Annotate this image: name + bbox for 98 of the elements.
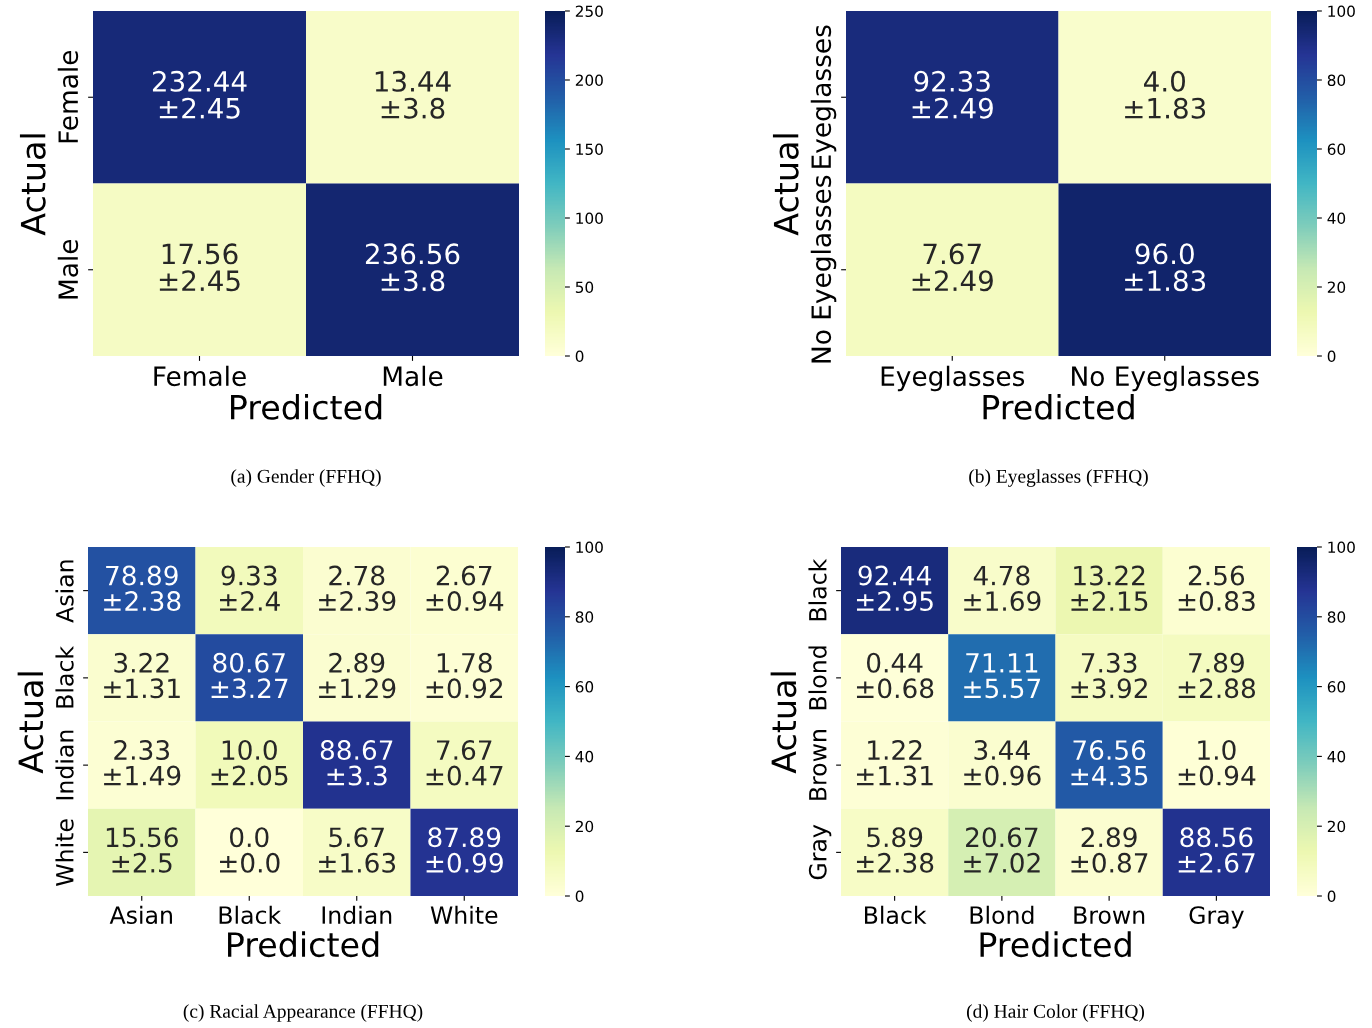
data-label: 76.56 ±4.35: [1071, 740, 1148, 786]
data-label: 0.44 ±0.68: [856, 652, 934, 699]
color-bar-label: 0: [1327, 890, 1336, 903]
data-label: 17.56 ±2.45: [159, 243, 240, 292]
data-label: 3.22 ±1.31: [104, 652, 180, 699]
data-label: 4.78 ±1.69: [964, 565, 1041, 612]
x-tick-label: Black: [865, 905, 927, 924]
color-bar-label: 40: [1327, 212, 1346, 225]
data-label: 7.67 ±0.47: [426, 740, 503, 786]
y-tick-label: Blond: [808, 646, 827, 710]
data-label: 10.0 ±2.05: [211, 740, 288, 786]
data-label: 5.67 ±1.63: [319, 827, 396, 873]
y-axis-title: Actual: [17, 672, 44, 774]
color-bar-label: 100: [1328, 541, 1355, 554]
y-tick-label: Black: [808, 558, 827, 621]
color-bar-label: 150: [576, 143, 603, 156]
data-label: 87.89 ±0.99: [426, 827, 503, 873]
text: (b) Eyeglasses (FFHQ): [969, 469, 1148, 487]
x-axis-title: Predicted: [231, 394, 382, 420]
color-bar-label: 60: [575, 681, 594, 693]
data-label: 20.67 ±7.02: [964, 827, 1040, 873]
data-label: 88.67 ±3.3: [320, 740, 393, 786]
data-label: 1.0 ±0.94: [1178, 740, 1256, 786]
text: (d) Hair Color (FFHQ): [966, 1004, 1145, 1022]
y-tick-label: Indian: [55, 730, 74, 800]
data-label: 71.11 ±5.57: [964, 653, 1041, 699]
y-axis-title: Actual: [770, 672, 797, 774]
data-label: 78.89 ±2.38: [104, 565, 181, 612]
x-tick-label: Brown: [1074, 906, 1145, 924]
x-tick-label: White: [430, 905, 498, 924]
data-label: 13.22 ±2.15: [1071, 565, 1148, 612]
color-bar-label: 80: [1327, 74, 1346, 87]
data-label: 1.22 ±1.31: [856, 740, 933, 786]
y-tick-label: Male: [57, 239, 79, 299]
x-axis-title: Predicted: [980, 931, 1131, 958]
data-label: 1.78 ±0.92: [426, 652, 503, 699]
data-label: 5.89 ±2.38: [856, 827, 934, 873]
color-bar-label: 0: [1327, 350, 1336, 363]
data-label: 96.0 ±1.83: [1125, 243, 1206, 292]
x-tick-label: Eyeglasses: [881, 365, 1025, 392]
color-bar-label: 80: [575, 611, 594, 623]
x-tick-label: Asian: [109, 905, 172, 924]
data-label: 0.0 ±0.0: [220, 827, 280, 873]
x-axis-title: Predicted: [983, 394, 1134, 420]
color-bar-label: 80: [1327, 611, 1346, 623]
x-axis-title: Predicted: [228, 931, 379, 958]
color-bar-label: 40: [575, 750, 594, 763]
data-label: 92.33 ±2.49: [912, 70, 993, 119]
data-label: 2.67 ±0.94: [426, 565, 504, 612]
data-label: 236.56 ±3.8: [365, 243, 460, 292]
color-bar-label: 0: [575, 890, 584, 903]
x-tick-label: No Eyeglasses: [1072, 365, 1259, 392]
data-label: 7.89 ±2.88: [1178, 652, 1255, 699]
text: (c) Racial Appearance (FFHQ): [183, 1004, 423, 1022]
y-tick-label: Eyeglasses: [810, 25, 837, 168]
x-tick-label: Indian: [322, 905, 392, 924]
y-tick-label: Asian: [55, 560, 74, 623]
x-tick-label: Blond: [970, 905, 1034, 924]
data-label: 4.0 ±1.83: [1125, 70, 1206, 119]
data-label: 92.44 ±2.95: [856, 565, 933, 612]
y-tick-label: Black: [55, 646, 74, 708]
data-label: 9.33 ±2.4: [220, 565, 280, 611]
color-bar-label: 0: [575, 350, 584, 363]
data-label: 80.67 ±3.27: [211, 652, 288, 699]
y-tick-label: Brown: [809, 730, 827, 800]
color-bar-label: 20: [1327, 820, 1346, 833]
y-tick-label: Female: [57, 50, 79, 143]
data-label: 13.44 ±3.8: [375, 70, 451, 119]
data-label: 2.89 ±0.87: [1071, 827, 1148, 873]
y-axis-title: Actual: [772, 134, 799, 236]
x-tick-label: Female: [154, 365, 246, 387]
color-bar-label: 250: [575, 5, 603, 18]
color-bar-label: 50: [575, 281, 594, 294]
color-bar-label: 100: [576, 212, 603, 225]
data-label: 2.33 ±1.49: [104, 740, 181, 786]
x-tick-label: Black: [219, 905, 282, 924]
color-bar-label: 200: [575, 74, 603, 87]
color-bar-label: 20: [575, 820, 594, 833]
y-axis-title: Actual: [19, 134, 46, 236]
color-bar-label: 40: [1327, 750, 1346, 763]
color-bar-label: 100: [576, 541, 603, 554]
data-label: 2.89 ±1.29: [319, 652, 396, 699]
data-label: 232.44 ±2.45: [152, 70, 247, 119]
data-label: 15.56 ±2.5: [106, 827, 178, 873]
color-bar-label: 20: [1327, 281, 1346, 294]
color-bar-label: 60: [1327, 681, 1346, 693]
x-tick-label: Male: [383, 365, 443, 387]
x-tick-label: Gray: [1189, 906, 1244, 929]
data-label: 7.33 ±3.92: [1071, 652, 1147, 699]
data-label: 2.56 ±0.83: [1178, 565, 1255, 612]
data-label: 3.44 ±0.96: [964, 740, 1041, 786]
y-tick-label: Gray: [808, 824, 832, 880]
data-label: 7.67 ±2.49: [912, 243, 993, 292]
text: (a) Gender (FFHQ): [231, 469, 381, 487]
data-label: 2.78 ±2.39: [319, 565, 396, 612]
color-bar-label: 100: [1328, 5, 1355, 18]
color-bar-label: 60: [1327, 143, 1346, 156]
data-label: 88.56 ±2.67: [1178, 827, 1255, 873]
